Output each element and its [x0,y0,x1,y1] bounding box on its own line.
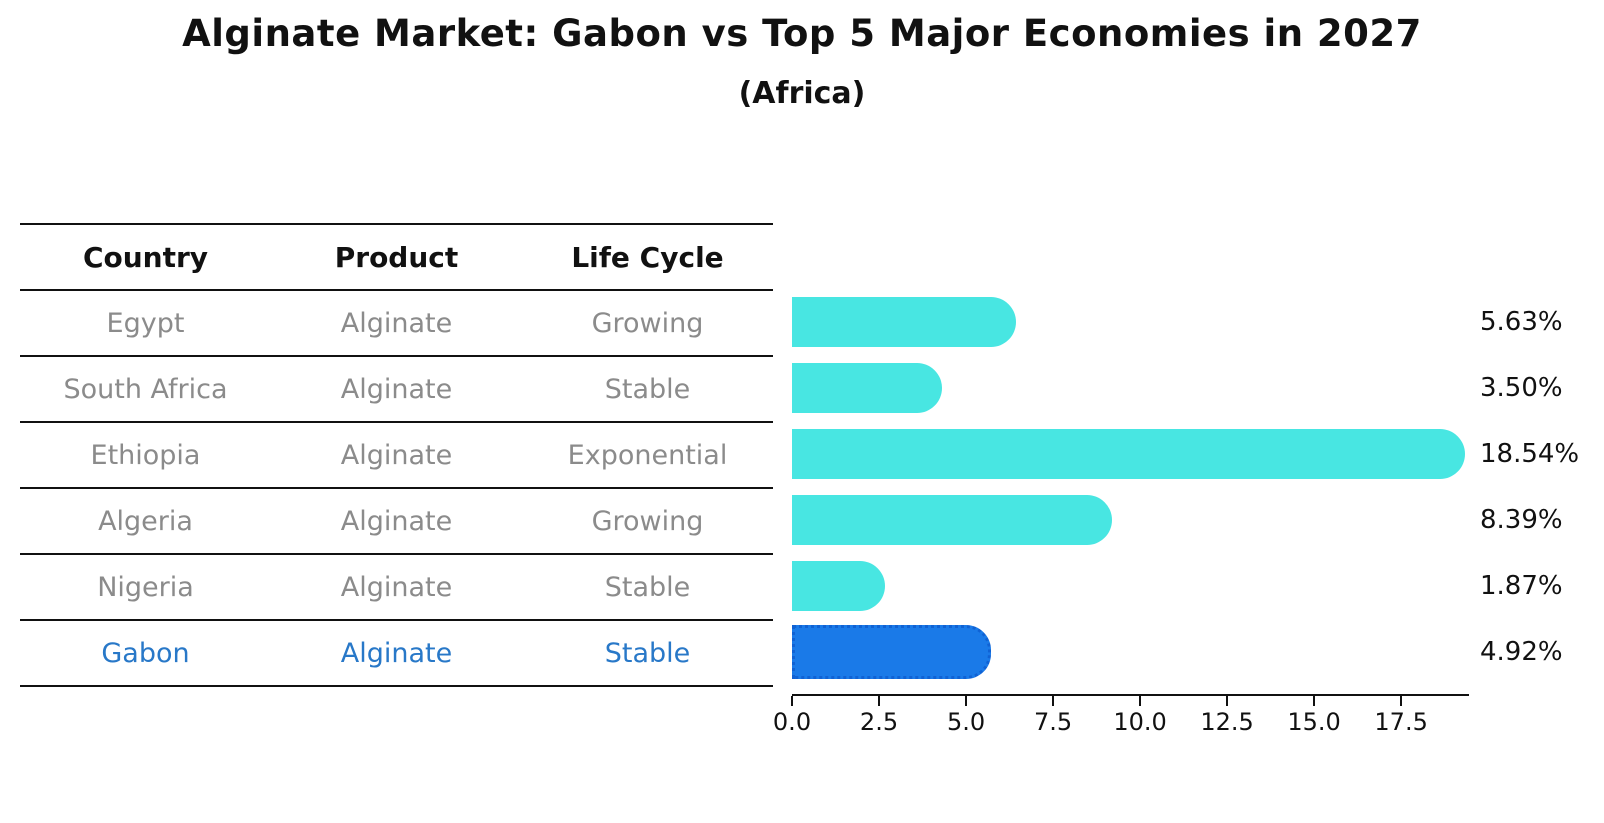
value-label-algeria: 8.39% [1480,505,1563,535]
table-row-nigeria: Nigeria Alginate Stable [20,555,773,621]
bar-algeria [792,495,1112,545]
value-label-gabon: 4.92% [1480,637,1563,667]
table-row-algeria: Algeria Alginate Growing [20,489,773,555]
cell-life-cycle-south-africa: Stable [604,373,691,405]
x-axis-tick-0.0 [791,696,793,706]
cell-life-cycle-gabon: Stable [604,637,691,669]
chart-title: Alginate Market: Gabon vs Top 5 Major Ec… [182,12,1422,55]
table-row-ethiopia: Ethiopia Alginate Exponential [20,423,773,489]
cell-product-gabon: Alginate [340,637,453,669]
cell-country-algeria: Algeria [98,505,193,537]
chart-subtitle: (Africa) [738,76,866,111]
table-row-south-africa: South Africa Alginate Stable [20,357,773,423]
cell-product-ethiopia: Alginate [340,439,453,471]
x-axis-tick-label-0.0: 0.0 [772,708,812,736]
cell-country-nigeria: Nigeria [97,571,194,603]
value-label-nigeria: 1.87% [1480,571,1563,601]
table-header-row: Country Product Life Cycle [20,225,773,291]
bar-gabon [792,625,991,679]
cell-product-nigeria: Alginate [340,571,453,603]
bar-south-africa [792,363,942,413]
header-cell-product: Product [334,240,459,274]
data-table: Country Product Life Cycle Egypt Alginate Gro… [20,223,773,687]
x-axis-tick-label-5.0: 5.0 [946,708,986,736]
cell-life-cycle-nigeria: Stable [604,571,691,603]
x-axis-tick-label-12.5: 12.5 [1200,708,1254,736]
table-row-gabon: Gabon Alginate Stable [20,621,773,687]
x-axis-tick-label-15.0: 15.0 [1287,708,1341,736]
x-axis-tick-label-2.5: 2.5 [859,708,899,736]
cell-country-egypt: Egypt [106,307,185,339]
x-axis-tick-5.0 [965,696,968,706]
cell-life-cycle-egypt: Growing [591,307,704,339]
x-axis [792,694,1469,696]
cell-country-ethiopia: Ethiopia [90,439,201,471]
cell-country-gabon: Gabon [101,637,190,669]
x-axis-tick-10.0 [1139,696,1142,706]
x-axis-tick-15.0 [1313,696,1316,706]
x-axis-tick-label-10.0: 10.0 [1113,708,1167,736]
header-cell-country: Country [82,240,209,274]
value-label-south-africa: 3.50% [1480,373,1563,403]
x-axis-tick-12.5 [1226,696,1229,706]
cell-product-algeria: Alginate [340,505,453,537]
bar-ethiopia [792,429,1465,479]
x-axis-tick-17.5 [1400,696,1403,706]
cell-product-egypt: Alginate [340,307,453,339]
table-row-egypt: Egypt Alginate Growing [20,291,773,357]
cell-life-cycle-algeria: Growing [591,505,704,537]
header-cell-life-cycle: Life Cycle [571,240,724,274]
x-axis-tick-label-7.5: 7.5 [1033,708,1073,736]
x-axis-tick-label-17.5: 17.5 [1374,708,1428,736]
bar-egypt [792,297,1016,347]
cell-product-south-africa: Alginate [340,373,453,405]
cell-country-south-africa: South Africa [63,373,228,405]
value-label-ethiopia: 18.54% [1480,439,1580,469]
x-axis-tick-7.5 [1052,696,1055,706]
value-label-egypt: 5.63% [1480,307,1563,337]
cell-life-cycle-ethiopia: Exponential [567,439,728,471]
x-axis-tick-2.5 [878,696,881,706]
bar-nigeria [792,561,885,611]
